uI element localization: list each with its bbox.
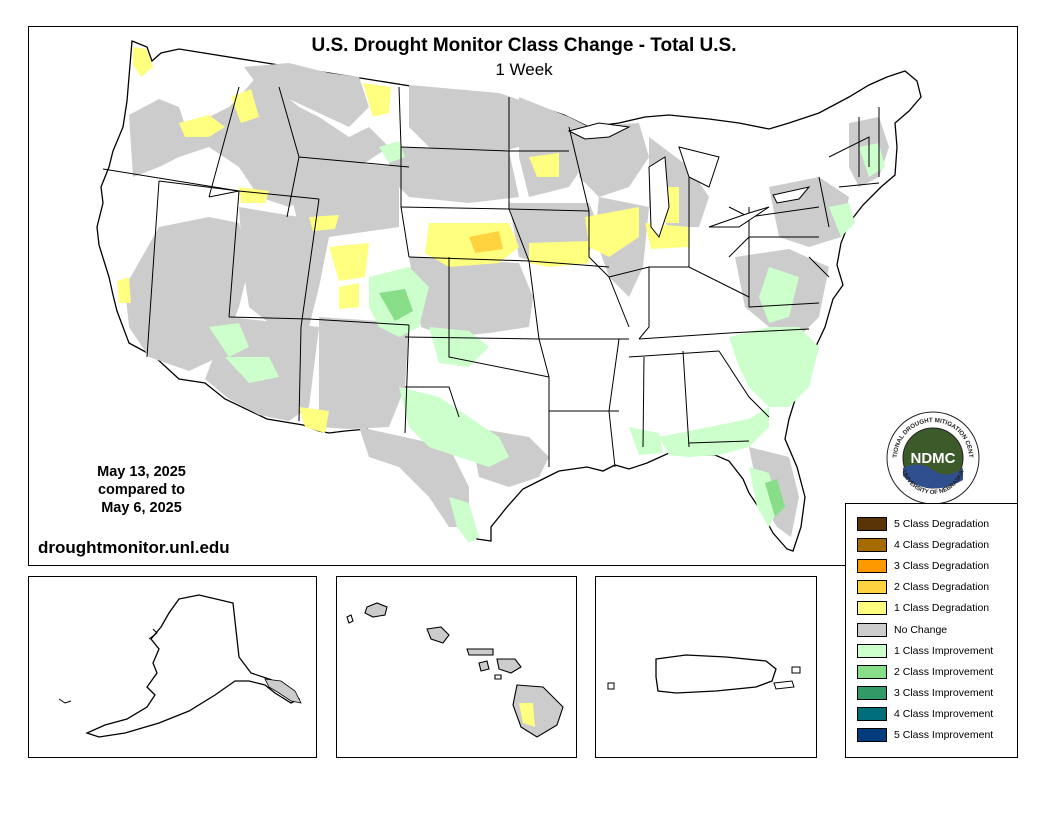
- legend-swatch: [857, 686, 887, 701]
- one-class-improvement-regions: [209, 141, 885, 543]
- mona-island: [607, 682, 615, 690]
- molokai-island: [466, 648, 494, 656]
- legend-item: 2 Class Degradation: [846, 577, 1017, 598]
- logo-text: NDMC: [911, 450, 956, 467]
- two-class-degradation-regions: [469, 231, 503, 253]
- previous-date: May 6, 2025: [101, 500, 182, 516]
- alaska-coast-detail: [148, 628, 158, 640]
- puerto-rico-map: [607, 654, 801, 694]
- legend-label: 3 Class Degradation: [894, 559, 990, 572]
- legend-swatch: [857, 643, 887, 658]
- two-class-improvement-regions: [379, 289, 785, 517]
- legend-label: 5 Class Improvement: [894, 729, 994, 742]
- legend-label: 4 Class Improvement: [894, 708, 994, 721]
- legend-item: 4 Class Improvement: [846, 704, 1017, 725]
- date-block: May 13, 2025 compared to May 6, 2025: [69, 463, 214, 517]
- lanai-island: [478, 660, 490, 672]
- site-url: droughtmonitor.unl.edu: [38, 538, 230, 557]
- legend-swatch: [857, 664, 887, 679]
- legend-label: 3 Class Improvement: [894, 687, 994, 700]
- conus-map: [96, 40, 922, 552]
- legend-swatch: [857, 707, 887, 722]
- legend-item: 4 Class Degradation: [846, 534, 1017, 555]
- legend-item: 3 Class Degradation: [846, 555, 1017, 576]
- legend-item: 2 Class Improvement: [846, 661, 1017, 682]
- legend-swatch: [857, 516, 887, 531]
- great-lakes: [567, 122, 811, 239]
- one-class-degradation-regions: [117, 47, 689, 433]
- state-boundaries: [102, 86, 880, 468]
- legend-swatch: [857, 601, 887, 616]
- big-island: [512, 684, 564, 738]
- puerto-rico-inset: [595, 576, 817, 758]
- legend-item: 3 Class Improvement: [846, 683, 1017, 704]
- legend-item: 1 Class Improvement: [846, 640, 1017, 661]
- conus-map-panel: U.S. Drought Monitor Class Change - Tota…: [28, 26, 1018, 566]
- alaska-inset: [28, 576, 317, 758]
- puerto-rico-outline: [655, 654, 777, 694]
- oahu-island: [426, 626, 450, 644]
- legend-item: No Change: [846, 619, 1017, 640]
- legend-label: 4 Class Degradation: [894, 538, 990, 551]
- legend-item: 5 Class Improvement: [846, 725, 1017, 746]
- legend-label: 1 Class Improvement: [894, 644, 994, 657]
- legend: 5 Class Degradation 4 Class Degradation 3 …: [845, 503, 1018, 758]
- maui-island: [496, 658, 522, 674]
- legend-item: 5 Class Degradation: [846, 513, 1017, 534]
- vieques-island: [773, 680, 795, 690]
- legend-item: 1 Class Degradation: [846, 598, 1017, 619]
- legend-swatch: [857, 622, 887, 637]
- map-subtitle: 1 Week: [495, 60, 553, 79]
- kauai-island: [364, 602, 388, 618]
- legend-label: 5 Class Degradation: [894, 517, 990, 530]
- alaska-map: [58, 594, 302, 738]
- big-island-degradation: [519, 703, 535, 727]
- alaska-islands: [58, 698, 72, 704]
- hawaii-map: [346, 602, 564, 738]
- kahoolawe-island: [494, 674, 502, 680]
- legend-label: 1 Class Degradation: [894, 602, 990, 615]
- legend-swatch: [857, 728, 887, 743]
- legend-swatch: [857, 558, 887, 573]
- alaska-outline: [85, 594, 301, 738]
- current-date: May 13, 2025: [97, 464, 186, 480]
- map-title: U.S. Drought Monitor Class Change - Tota…: [311, 35, 737, 56]
- niihau-island: [346, 614, 354, 624]
- ndmc-logo: NDMC NATIONAL DROUGHT MITIGATION CENTER …: [885, 410, 980, 505]
- legend-swatch: [857, 580, 887, 595]
- legend-label: 2 Class Improvement: [894, 665, 994, 678]
- legend-label: No Change: [894, 623, 948, 636]
- hawaii-inset: [336, 576, 577, 758]
- alaska-panhandle-gray: [264, 678, 302, 704]
- legend-swatch: [857, 537, 887, 552]
- culebra-island: [791, 666, 801, 674]
- legend-label: 2 Class Degradation: [894, 581, 990, 594]
- compared-to-text: compared to: [97, 482, 185, 498]
